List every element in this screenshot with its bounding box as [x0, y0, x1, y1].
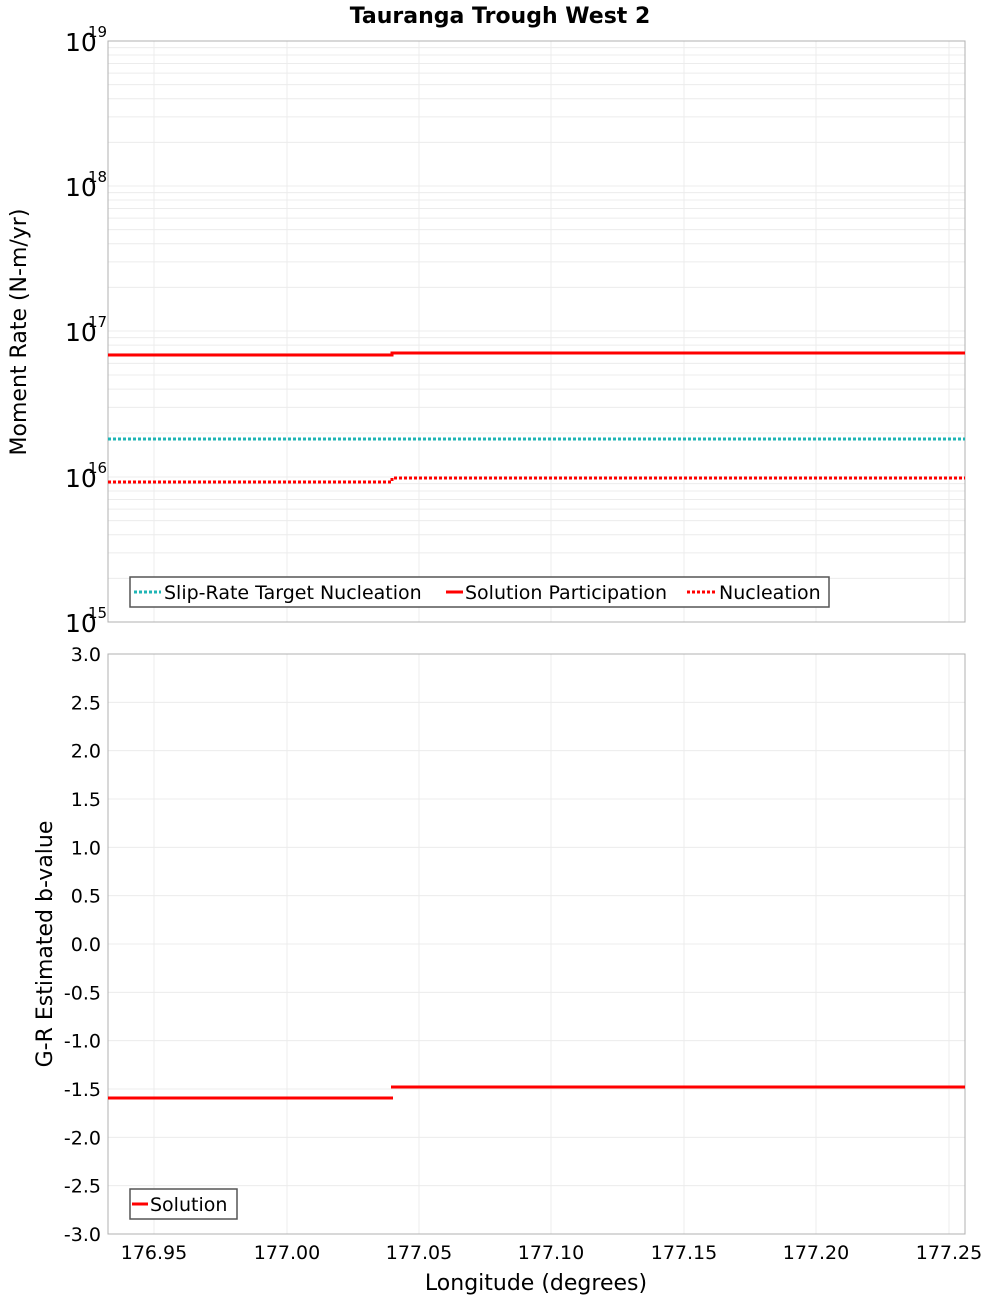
- x-tick-label: 177.05: [386, 1242, 452, 1264]
- y-tick-base: 10: [65, 318, 97, 347]
- y-tick-exp: 19: [88, 23, 107, 41]
- series-solution-b-value: [108, 1085, 965, 1100]
- y-tick-label: 0.0: [71, 934, 101, 956]
- x-tick-label: 176.95: [121, 1242, 187, 1264]
- top-y-axis-label: Moment Rate (N-m/yr): [7, 209, 32, 456]
- top-plot: 10 19 10 18 10 17 10 16 10 15 Moment Rat…: [7, 23, 966, 638]
- legend-label-participation: Solution Participation: [465, 582, 667, 604]
- x-tick-label: 177.10: [518, 1242, 584, 1264]
- legend-label-solution: Solution: [150, 1194, 227, 1216]
- y-tick-exp: 15: [88, 604, 107, 622]
- top-y-ticks: 10 19 10 18 10 17 10 16 10 15: [65, 23, 107, 638]
- y-tick-label: -3.0: [64, 1224, 101, 1246]
- series-nucleation: [108, 476, 965, 484]
- top-legend: Slip-Rate Target Nucleation Solution Par…: [129, 576, 830, 608]
- x-axis-ticks: 176.95 177.00 177.05 177.10 177.15 177.20 177.…: [121, 1242, 982, 1264]
- bottom-plot: 3.0 2.5 2.0 1.5 1.0 0.5 0.0 -0.5 -1.0 -1.5 -2.0 -2.…: [33, 644, 982, 1296]
- x-tick-label: 177.15: [651, 1242, 717, 1264]
- y-tick-base: 10: [65, 173, 97, 202]
- bottom-plot-frame: [107, 653, 966, 1235]
- x-tick-label: 177.25: [916, 1242, 982, 1264]
- y-tick-label: -1.5: [64, 1079, 101, 1101]
- y-tick-label: -2.5: [64, 1176, 101, 1198]
- bottom-y-ticks: 3.0 2.5 2.0 1.5 1.0 0.5 0.0 -0.5 -1.0 -1.5 -2.0 -2.…: [64, 644, 101, 1246]
- y-tick-label: 0.5: [71, 886, 101, 908]
- bottom-y-axis-label: G-R Estimated b-value: [33, 821, 58, 1068]
- y-tick-exp: 16: [88, 459, 107, 477]
- x-axis-label: Longitude (degrees): [425, 1271, 647, 1296]
- chart-title: Tauranga Trough West 2: [350, 4, 651, 29]
- series-solution-participation: [108, 351, 965, 357]
- bottom-legend: Solution: [129, 1188, 238, 1220]
- y-tick-base: 10: [65, 609, 97, 638]
- x-tick-label: 177.20: [783, 1242, 849, 1264]
- y-tick-label: 2.0: [71, 741, 101, 763]
- top-plot-frame: [107, 40, 966, 623]
- top-gridlines: [108, 41, 965, 623]
- y-tick-label: 1.5: [71, 789, 101, 811]
- x-tick-label: 177.00: [254, 1242, 320, 1264]
- y-tick-label: -0.5: [64, 982, 101, 1004]
- bottom-gridlines: [108, 653, 965, 1235]
- legend-label-nucleation: Nucleation: [719, 582, 821, 604]
- y-tick-label: 2.5: [71, 692, 101, 714]
- legend-label-target: Slip-Rate Target Nucleation: [164, 582, 422, 604]
- y-tick-base: 10: [65, 28, 97, 57]
- y-tick-label: 1.0: [71, 837, 101, 859]
- y-tick-label: -2.0: [64, 1127, 101, 1149]
- y-tick-label: -1.0: [64, 1031, 101, 1053]
- y-tick-exp: 17: [88, 313, 107, 331]
- y-tick-base: 10: [65, 464, 97, 493]
- y-tick-label: 3.0: [71, 644, 101, 666]
- y-tick-exp: 18: [88, 168, 107, 186]
